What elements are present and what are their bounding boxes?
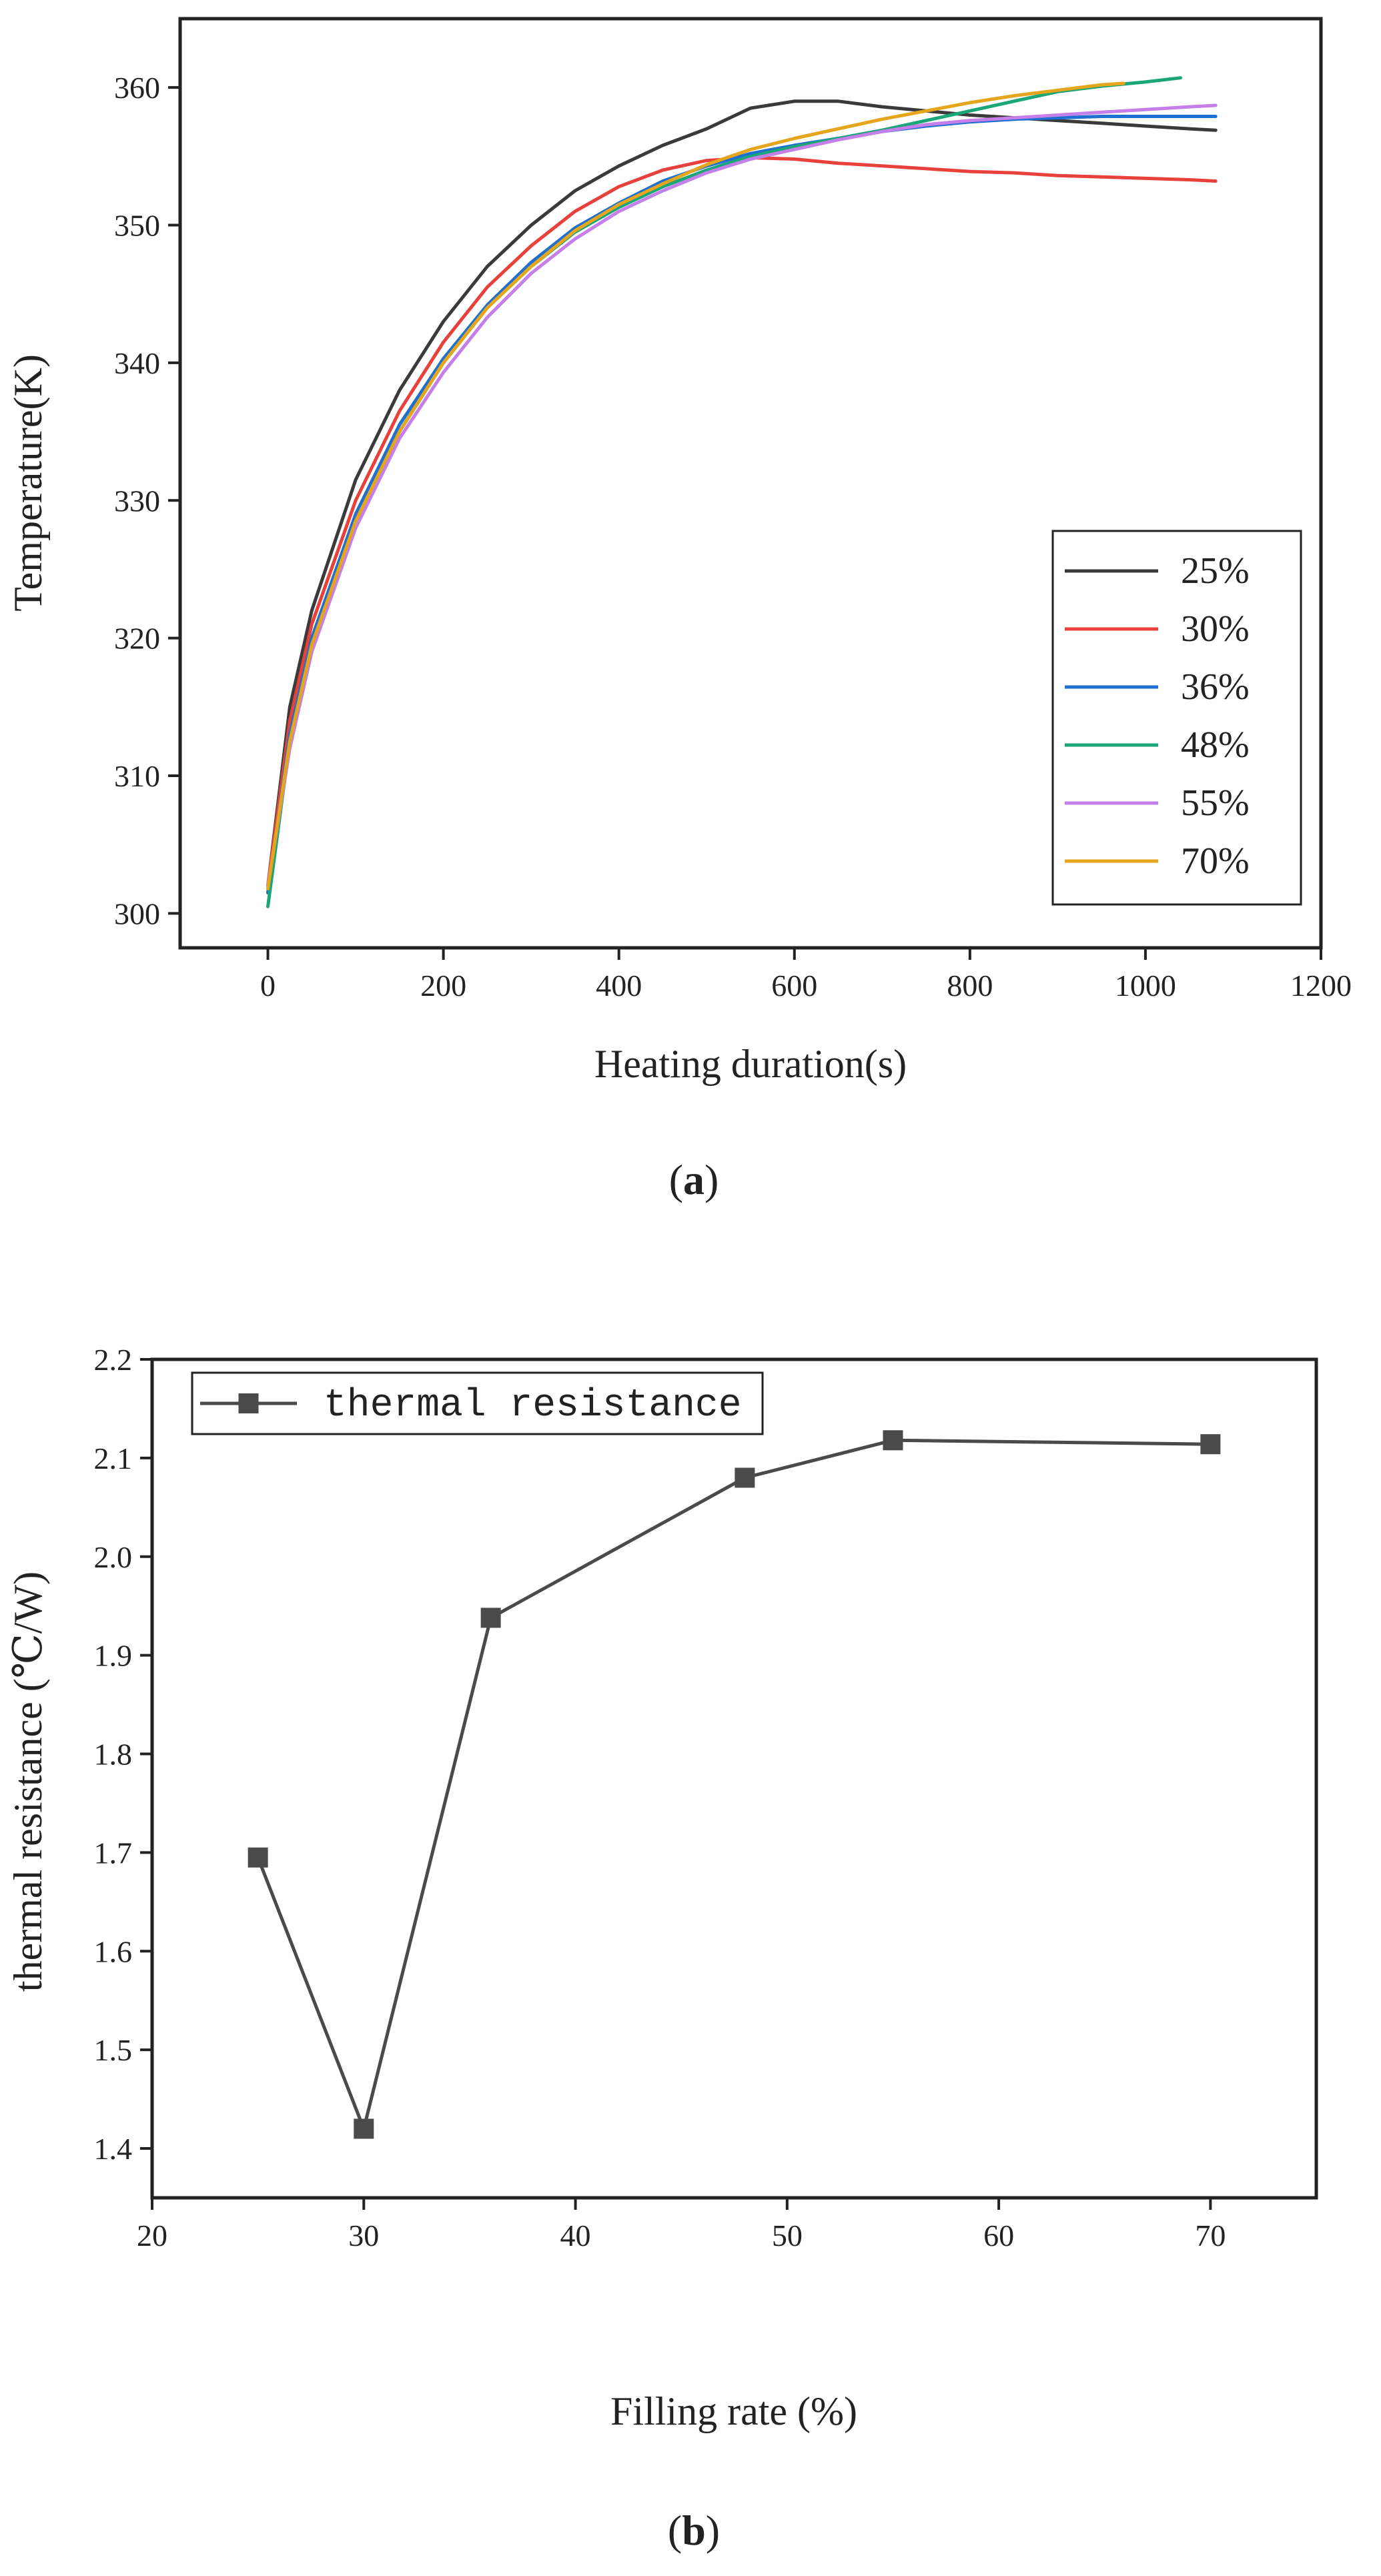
- y-tick-label: 1.9: [94, 1639, 133, 1673]
- y-tick-label: 330: [114, 484, 160, 518]
- data-point: [735, 1467, 755, 1488]
- legend-b: thermal resistance: [191, 1371, 764, 1435]
- x-tick-label: 70: [1195, 2218, 1226, 2252]
- panel-label-b-close: ): [706, 2507, 720, 2554]
- y-axis-title-a: Temperature(K): [6, 354, 50, 612]
- series-lines-a: [266, 76, 1218, 908]
- y-tick-label: 1.4: [94, 2132, 133, 2166]
- data-point: [480, 1607, 501, 1628]
- data-point: [248, 1847, 268, 1868]
- x-tick-label: 400: [596, 969, 642, 1003]
- panel-label-a: (a): [669, 1156, 719, 1203]
- y-tick-label: 340: [114, 346, 160, 380]
- panel-label-a-letter: a: [683, 1156, 705, 1203]
- x-tick-label: 600: [771, 969, 817, 1003]
- x-ticks-b: 20 30 40 50 60 70: [137, 2198, 1226, 2252]
- y-tick-label: 1.5: [94, 2033, 133, 2067]
- legend-label: 36%: [1181, 666, 1250, 708]
- data-point: [1200, 1434, 1221, 1455]
- y-tick-label: 2.0: [94, 1540, 133, 1574]
- x-tick-label: 40: [560, 2218, 591, 2252]
- panel-label-b-letter: b: [682, 2507, 706, 2554]
- series-lines-b: [248, 1430, 1221, 2139]
- y-tick-label: 1.6: [94, 1934, 133, 1968]
- y-ticks-b: 1.4 1.5 1.6 1.7 1.8 1.9 2.0 2.1 2.2: [94, 1343, 152, 2166]
- panel-label-a-open: (: [669, 1156, 683, 1203]
- x-tick-label: 1200: [1290, 969, 1352, 1003]
- legend-label: 30%: [1181, 608, 1250, 650]
- y-tick-label: 320: [114, 622, 160, 656]
- series-line: [266, 81, 1125, 890]
- series-line: [256, 1438, 1212, 2130]
- series-line: [266, 99, 1218, 888]
- legend-label: 70%: [1181, 840, 1250, 882]
- series-line: [266, 103, 1218, 888]
- data-point: [354, 2118, 374, 2139]
- legend-marker: [238, 1393, 259, 1413]
- chart-b: 20 30 40 50 60 70 1.4 1.5 1.6 1.7 1.8 1.9 2.0 2.1 2.2…: [6, 1343, 1318, 2554]
- x-tick-label: 60: [983, 2218, 1014, 2252]
- x-axis-title-b: Filling rate (%): [610, 2389, 857, 2433]
- x-tick-label: 50: [772, 2218, 803, 2252]
- y-tick-label: 300: [114, 896, 160, 930]
- plot-area-b: [150, 1357, 1318, 2200]
- y-tick-label: 2.2: [94, 1343, 133, 1377]
- x-tick-label: 30: [348, 2218, 379, 2252]
- y-tick-label: 2.1: [94, 1441, 133, 1475]
- series-line: [266, 115, 1218, 894]
- panel-label-b: (b): [668, 2507, 720, 2554]
- y-tick-label: 310: [114, 759, 160, 793]
- legend-label: 48%: [1181, 724, 1250, 766]
- y-tick-label: 1.7: [94, 1836, 133, 1870]
- data-point: [883, 1430, 903, 1451]
- y-tick-label: 1.8: [94, 1738, 133, 1772]
- legend-label: thermal resistance: [324, 1384, 742, 1427]
- panel-label-a-close: ): [705, 1156, 719, 1203]
- legend-label: 25%: [1181, 550, 1250, 592]
- chart-a: 0 200 400 600 800 1000 1200 300 310 320 330 340 350…: [6, 17, 1352, 1203]
- x-tick-label: 800: [947, 969, 993, 1003]
- x-tick-label: 0: [260, 969, 276, 1003]
- x-tick-label: 1000: [1115, 969, 1176, 1003]
- x-ticks-a: 0 200 400 600 800 1000 1200: [260, 948, 1352, 1003]
- x-tick-label: 20: [137, 2218, 167, 2252]
- legend-label: 55%: [1181, 782, 1250, 824]
- y-axis-title-b: thermal resistance (℃/W): [6, 1571, 50, 1992]
- legend-box-a: [1051, 530, 1302, 906]
- y-ticks-a: 300 310 320 330 340 350 360: [114, 71, 180, 930]
- x-axis-title-a: Heating duration(s): [594, 1042, 907, 1086]
- y-tick-label: 360: [114, 71, 160, 105]
- x-tick-label: 200: [420, 969, 466, 1003]
- legend-a: 25% 30% 36% 48% 55% 70%: [1051, 530, 1302, 906]
- y-tick-label: 350: [114, 209, 160, 243]
- panel-label-b-open: (: [668, 2507, 682, 2554]
